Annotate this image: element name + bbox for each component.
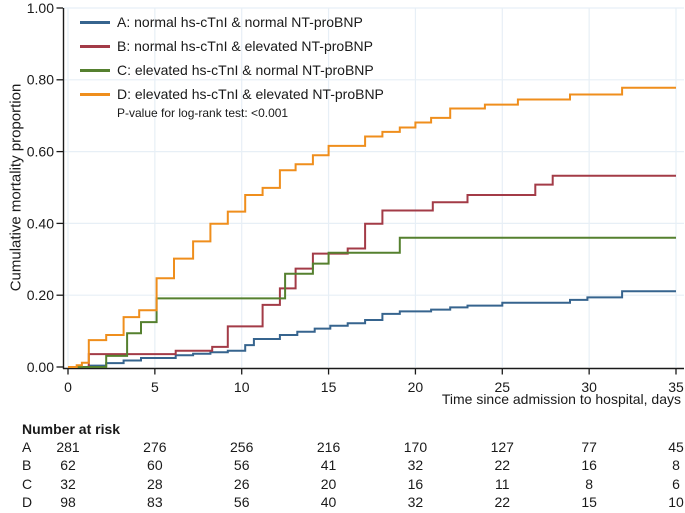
y-tick-label: 0.80 bbox=[27, 72, 54, 88]
risk-count: 281 bbox=[56, 439, 80, 455]
risk-count: 32 bbox=[60, 475, 76, 492]
risk-count: 256 bbox=[230, 439, 254, 455]
x-tick-label: 10 bbox=[234, 379, 250, 395]
legend-swatch-a bbox=[80, 20, 110, 24]
x-tick-label: 15 bbox=[321, 379, 337, 395]
legend-item-d: D: elevated hs-cTnI & elevated NT-proBNP bbox=[80, 82, 384, 106]
x-tick-label: 25 bbox=[494, 379, 510, 395]
legend-item-c: C: elevated hs-cTnI & normal NT-proBNP bbox=[80, 58, 384, 82]
risk-count: 16 bbox=[407, 475, 424, 492]
curve-group-b bbox=[68, 174, 676, 368]
risk-row-c: C 32 28 26 20 16 11 8 6 bbox=[0, 475, 685, 492]
x-tick-label: 20 bbox=[408, 379, 424, 395]
risk-count: 22 bbox=[494, 457, 511, 473]
risk-count: 16 bbox=[581, 457, 597, 473]
risk-count: 170 bbox=[403, 439, 428, 455]
risk-row-label: C bbox=[22, 475, 33, 492]
risk-row-b: B 62 60 56 41 32 22 16 8 bbox=[0, 458, 685, 473]
risk-count: 32 bbox=[407, 493, 424, 510]
x-tick-label: 5 bbox=[151, 379, 159, 395]
risk-row-label: B bbox=[22, 457, 32, 473]
risk-count: 56 bbox=[233, 493, 250, 510]
risk-count: 83 bbox=[147, 493, 163, 510]
risk-count: 56 bbox=[233, 457, 250, 473]
legend-label-d: D: elevated hs-cTnI & elevated NT-proBNP bbox=[117, 86, 384, 102]
legend-item-a: A: normal hs-cTnI & normal NT-proBNP bbox=[80, 10, 384, 34]
risk-table-title: Number at risk bbox=[22, 421, 121, 437]
x-tick-label: 35 bbox=[668, 379, 684, 395]
x-tick-label: 0 bbox=[64, 379, 72, 395]
legend-label-a: A: normal hs-cTnI & normal NT-proBNP bbox=[117, 14, 363, 30]
x-tick-label: 30 bbox=[581, 379, 597, 395]
risk-count: 276 bbox=[143, 439, 167, 455]
risk-count: 32 bbox=[407, 457, 424, 473]
legend-swatch-b bbox=[80, 44, 110, 48]
risk-count: 8 bbox=[585, 475, 594, 492]
risk-count: 10 bbox=[668, 493, 684, 510]
legend-item-b: B: normal hs-cTnI & elevated NT-proBNP bbox=[80, 34, 384, 58]
risk-count: 41 bbox=[320, 457, 337, 473]
risk-count: 20 bbox=[320, 475, 337, 492]
legend-swatch-d bbox=[80, 92, 110, 96]
risk-count: 26 bbox=[233, 475, 250, 492]
y-tick-label: 0.20 bbox=[27, 287, 54, 303]
y-tick-label: 1.00 bbox=[27, 0, 54, 16]
risk-row-label: D bbox=[22, 493, 33, 510]
risk-count: 11 bbox=[495, 475, 510, 492]
risk-row-label: A bbox=[22, 439, 32, 455]
curve-group-d bbox=[68, 86, 676, 368]
x-axis-title: Time since admission to hospital, days bbox=[441, 391, 681, 407]
risk-count: 62 bbox=[60, 457, 76, 473]
curve-group-c bbox=[68, 236, 676, 368]
curve-group-a bbox=[68, 290, 676, 368]
risk-count: 8 bbox=[672, 457, 680, 473]
risk-count: 45 bbox=[668, 439, 684, 455]
risk-count: 28 bbox=[147, 475, 163, 492]
risk-count: 15 bbox=[581, 493, 597, 510]
risk-count: 77 bbox=[581, 439, 597, 455]
y-tick-label: 0.00 bbox=[27, 359, 54, 375]
y-tick-label: 0.60 bbox=[27, 144, 54, 160]
legend-label-b: B: normal hs-cTnI & elevated NT-proBNP bbox=[117, 38, 373, 54]
risk-row-a: A 281 276 256 216 170 127 77 45 bbox=[0, 440, 685, 455]
risk-count: 98 bbox=[60, 493, 76, 510]
risk-count: 216 bbox=[316, 439, 341, 455]
legend-label-c: C: elevated hs-cTnI & normal NT-proBNP bbox=[117, 62, 374, 78]
risk-count: 60 bbox=[147, 457, 163, 473]
risk-row-d: D 98 83 56 40 32 22 15 10 bbox=[0, 493, 685, 510]
risk-count: 127 bbox=[490, 439, 514, 455]
pvalue-annotation: P-value for log-rank test: <0.001 bbox=[117, 106, 289, 120]
y-axis-title: Cumulative mortality proportion bbox=[7, 83, 25, 292]
legend-swatch-c bbox=[80, 68, 110, 72]
y-tick-label: 0.40 bbox=[27, 215, 54, 231]
risk-count: 22 bbox=[494, 493, 511, 510]
legend: A: normal hs-cTnI & normal NT-proBNP B: n… bbox=[80, 10, 384, 106]
risk-count: 40 bbox=[320, 493, 337, 510]
risk-count: 6 bbox=[672, 475, 680, 492]
